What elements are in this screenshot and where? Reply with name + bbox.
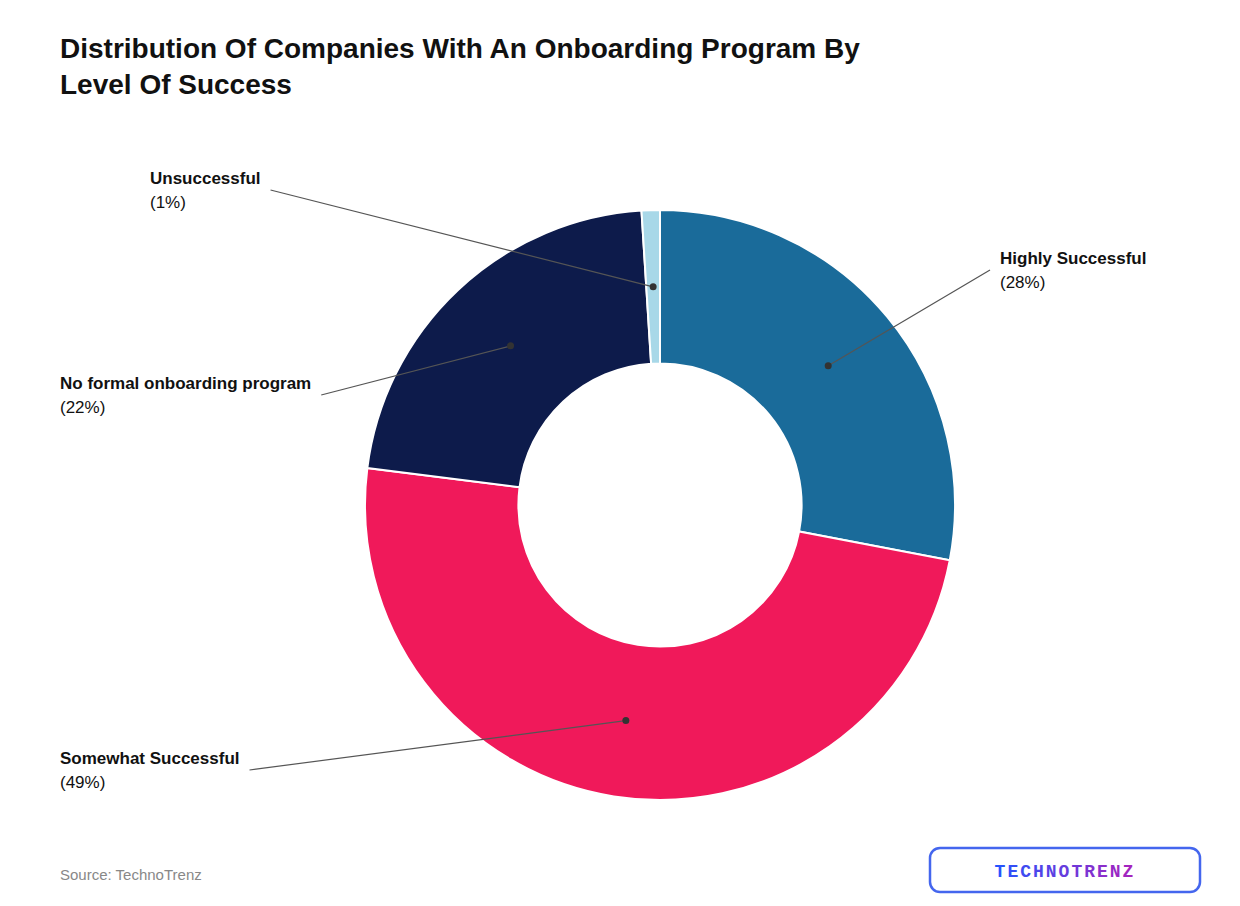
slice-label: Unsuccessful bbox=[150, 169, 261, 188]
title-line: Level Of Success bbox=[60, 69, 292, 100]
slice-label: No formal onboarding program bbox=[60, 374, 311, 393]
title-line: Distribution Of Companies With An Onboar… bbox=[60, 33, 860, 64]
annotation-dot bbox=[825, 362, 832, 369]
slice-value-label: (22%) bbox=[60, 398, 105, 417]
logo-frame bbox=[930, 848, 1200, 892]
slice-label: Highly Successful bbox=[1000, 249, 1146, 268]
leader-line bbox=[271, 190, 654, 287]
slice bbox=[641, 210, 660, 364]
slice-value-label: (28%) bbox=[1000, 273, 1045, 292]
leader-line bbox=[321, 346, 510, 395]
annotation-dot bbox=[650, 283, 657, 290]
leader-line bbox=[828, 270, 990, 366]
annotations: Highly Successful (28%) Somewhat Successfu… bbox=[60, 169, 1146, 792]
slice bbox=[367, 211, 651, 488]
chart: Distribution Of Companies With An Onboar… bbox=[0, 0, 1240, 906]
slice-value-label: (1%) bbox=[150, 193, 186, 212]
logo-text: TECHNOTRENZ bbox=[995, 862, 1136, 882]
annotation-dot bbox=[507, 342, 514, 349]
source: Source: TechnoTrenz bbox=[60, 866, 202, 883]
slice bbox=[365, 468, 950, 800]
title: Distribution Of Companies With An Onboar… bbox=[60, 33, 860, 100]
slice-value-label: (49%) bbox=[60, 773, 105, 792]
slices bbox=[365, 210, 955, 800]
logo: TECHNOTRENZ bbox=[930, 848, 1200, 892]
background bbox=[0, 0, 1240, 906]
leader-line bbox=[250, 721, 626, 770]
annotation-dot bbox=[622, 717, 629, 724]
slice-label: Somewhat Successful bbox=[60, 749, 240, 768]
slice bbox=[660, 210, 955, 560]
